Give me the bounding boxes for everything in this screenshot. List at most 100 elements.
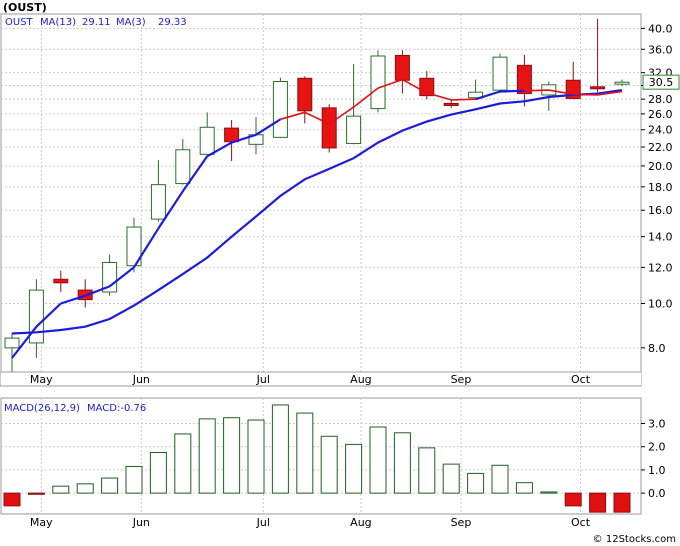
candle-body (590, 86, 606, 90)
candle-body (199, 126, 215, 155)
price-x-tick-label: May (30, 373, 53, 386)
candle (199, 112, 215, 156)
price-x-axis: May Jun Jul Aug Sep Oct (1, 371, 641, 386)
macd-bar (296, 412, 314, 494)
macd-y-tick-labels: 0.0 1.0 2.0 3.0 (641, 418, 666, 500)
price-x-tick-label: Aug (350, 373, 371, 386)
macd-bar (223, 417, 241, 494)
macd-bar (125, 465, 143, 494)
macd-legend: MACD(26,12,9) MACD:-0.76 (4, 403, 146, 414)
price-y-tick-label: 28.0 (648, 93, 673, 106)
price-y-tick-label: 40.0 (648, 22, 673, 35)
macd-bar (589, 492, 607, 513)
macd-y-tick-label: 1.0 (648, 464, 666, 477)
candle (150, 160, 166, 222)
candle (53, 270, 69, 292)
macd-x-tick-label: Jul (256, 516, 270, 529)
macd-bar (491, 464, 509, 494)
macd-bar (320, 435, 338, 494)
candle (272, 77, 288, 139)
macd-bar (149, 452, 167, 494)
macd-bar (3, 492, 21, 507)
price-x-tick-label: Jun (132, 373, 150, 386)
legend-item-label: MA(13) (40, 17, 76, 28)
candle-body (4, 337, 20, 349)
macd-bar (27, 492, 45, 495)
price-y-tick-label: 14.0 (648, 231, 673, 244)
macd-x-axis: May Jun Jul Aug Sep Oct (30, 516, 591, 529)
macd-x-tick-label: Aug (350, 516, 371, 529)
macd-panel: 0.0 1.0 2.0 3.0 May Jun Jul Aug Sep Oct MACD(26,… (0, 397, 666, 529)
macd-bar (271, 404, 289, 494)
panel-gap (0, 386, 641, 398)
price-legend-bg (2, 15, 182, 27)
price-panel-frame (0, 13, 642, 387)
candle-body (394, 54, 410, 81)
macd-bar (540, 491, 558, 494)
macd-y-tick-label: 2.0 (648, 441, 666, 454)
price-x-tick-label: Oct (571, 373, 591, 386)
price-x-tick-label: Sep (451, 373, 472, 386)
candle (321, 104, 337, 153)
macd-bar (247, 419, 265, 494)
candle-body (346, 115, 362, 144)
legend-symbol: OUST (5, 17, 34, 28)
macd-bar (467, 472, 485, 494)
macd-bar (101, 477, 119, 494)
macd-x-tick-label: Jun (132, 516, 150, 529)
candle-body (53, 278, 69, 284)
macd-x-tick-label: Sep (451, 516, 472, 529)
macd-bar (76, 483, 94, 494)
candle-body (614, 81, 630, 85)
candle-body (321, 107, 337, 149)
macd-bar (369, 426, 387, 494)
credit-text: © 12Stocks.com (593, 534, 676, 545)
macd-x-tick-label: Oct (571, 516, 591, 529)
candle (175, 139, 191, 185)
candle-body (28, 289, 44, 344)
legend-item-value: 29.11 (82, 17, 111, 28)
macd-bar (442, 463, 460, 494)
macd-bar (393, 432, 411, 494)
candle-body (272, 81, 288, 138)
macd-y-tick-label: 0.0 (648, 487, 666, 500)
price-y-tick-label: 36.0 (648, 43, 673, 56)
last-price-marker: 30.5 (642, 74, 680, 90)
price-y-tick-label: 8.0 (648, 342, 666, 355)
price-y-tick-label: 10.0 (648, 298, 673, 311)
macd-bar (198, 418, 216, 494)
price-y-tick-label: 26.0 (648, 108, 673, 121)
candle (443, 99, 459, 108)
candle (590, 18, 606, 93)
candle-body (150, 184, 166, 220)
candle-body (492, 56, 508, 91)
candle (297, 76, 313, 124)
last-price-box (642, 74, 680, 90)
macd-legend-label: MACD(26,12,9) (4, 403, 80, 414)
macd-y-tick-label: 3.0 (648, 418, 666, 431)
ma13-line-rising (11, 89, 525, 359)
candlestick-series (4, 18, 630, 378)
price-legend: OUST MA(13) 29.11 MA(3) 29.33 (2, 15, 187, 28)
macd-bar (515, 482, 533, 494)
macd-bar (418, 447, 436, 494)
moving-average-lines (11, 78, 623, 359)
candle-body (224, 127, 240, 143)
candle (468, 79, 484, 100)
candle-body (468, 91, 484, 99)
candle (126, 217, 142, 273)
price-panel: 8.0 10.0 12.0 14.0 16.0 18.0 20.0 22.0 24.0 26.0 2… (0, 13, 680, 387)
candle-body (516, 64, 532, 95)
candle (346, 64, 362, 145)
price-date-strip (1, 372, 641, 386)
macd-x-tick-label: May (30, 516, 53, 529)
ma3-line (11, 89, 623, 335)
legend-item-label: MA(3) (116, 17, 146, 28)
candle (516, 54, 532, 107)
macd-bar (564, 492, 582, 507)
macd-bar (174, 433, 192, 494)
macd-bar (613, 492, 631, 513)
price-y-tick-label: 22.0 (648, 141, 673, 154)
last-price-label: 30.5 (649, 76, 674, 89)
